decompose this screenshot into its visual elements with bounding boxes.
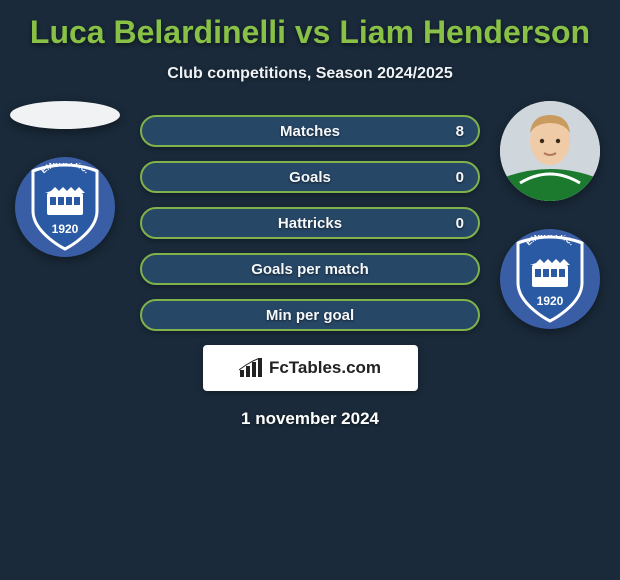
left-player-column: EMPOLI F.C. 1920 xyxy=(10,101,120,257)
stat-label: Min per goal xyxy=(266,307,354,324)
page-title: Luca Belardinelli vs Liam Henderson xyxy=(30,14,590,51)
stat-bar-min-per-goal: Min per goal xyxy=(140,299,480,331)
bar-chart-icon xyxy=(239,358,263,378)
brand-text: FcTables.com xyxy=(269,358,381,378)
snapshot-date: 1 november 2024 xyxy=(241,409,379,429)
subtitle: Club competitions, Season 2024/2025 xyxy=(167,65,452,83)
stat-bar-matches: Matches 8 xyxy=(140,115,480,147)
right-player-column: EMPOLI F.C. 1920 xyxy=(500,101,600,329)
player-right-club-crest: EMPOLI F.C. 1920 xyxy=(500,229,600,329)
stat-label: Goals per match xyxy=(251,261,369,278)
stat-right-value: 0 xyxy=(456,215,464,232)
stat-right-value: 8 xyxy=(456,123,464,140)
stat-label: Matches xyxy=(280,123,340,140)
stat-bars: Matches 8 Goals 0 Hattricks 0 Goals per … xyxy=(140,115,480,331)
stat-label: Goals xyxy=(289,169,331,186)
stat-bar-goals-per-match: Goals per match xyxy=(140,253,480,285)
stat-right-value: 0 xyxy=(456,169,464,186)
player-left-club-crest: EMPOLI F.C. 1920 xyxy=(15,157,115,257)
player-right-avatar xyxy=(500,101,600,201)
stat-bar-hattricks: Hattricks 0 xyxy=(140,207,480,239)
stat-label: Hattricks xyxy=(278,215,342,232)
empoli-crest-icon: EMPOLI F.C. 1920 xyxy=(29,163,101,251)
player-left-avatar xyxy=(10,101,120,129)
svg-text:1920: 1920 xyxy=(537,294,564,308)
svg-text:1920: 1920 xyxy=(52,222,79,236)
empoli-crest-icon: EMPOLI F.C. 1920 xyxy=(514,235,586,323)
stat-bar-goals: Goals 0 xyxy=(140,161,480,193)
player-portrait-icon xyxy=(500,101,600,201)
brand-badge: FcTables.com xyxy=(203,345,418,391)
